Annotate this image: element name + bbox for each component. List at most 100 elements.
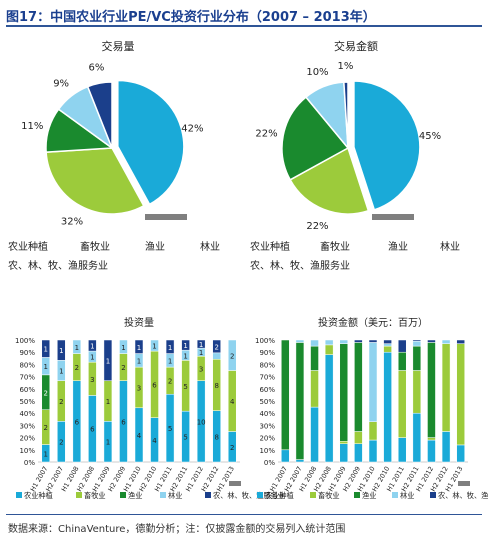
bar-amount-legend-item: 渔业	[362, 491, 376, 500]
bar-amount-segment	[354, 342, 363, 432]
bar-amount-legend-item: 农、林、牧、渔服务业	[438, 491, 488, 500]
pie-volume-legend-item: 农业种植	[8, 240, 48, 253]
bar-volume-legend-item: 农业种植	[24, 491, 53, 500]
bar-volume-ytick: 100%	[15, 337, 35, 345]
pie-amount-slice-label: 22%	[255, 128, 277, 139]
bar-amount-segment	[412, 340, 422, 347]
bar-amount-legend-swatch	[392, 492, 398, 498]
bar-amount-segment	[295, 339, 305, 343]
bar-volume-segment-label: 2	[44, 424, 48, 432]
bar-amount-segment	[324, 344, 334, 355]
title-rule	[6, 25, 482, 27]
bar-volume-segment-label: 1	[137, 357, 141, 365]
pie-amount-slice	[281, 96, 350, 181]
bar-amount-ytick: 90%	[259, 349, 275, 357]
bar-volume-segment-label: 1	[59, 347, 63, 355]
bar-volume-ytick: 0%	[24, 459, 35, 467]
bar-amount-scrollbar	[458, 481, 470, 486]
bar-amount: 投资金额（美元：百万） 0% 10% 20% 30% 40% 50% 60% 70% 80% 90%…	[255, 316, 468, 493]
bar-volume-segment	[57, 339, 66, 361]
pie-amount-slice	[289, 146, 370, 215]
bar-volume-segment-label: 1	[137, 344, 141, 352]
bar-volume-segment	[227, 339, 237, 371]
bar-volume-segment-label: 2	[230, 352, 234, 360]
bar-amount-segment	[310, 406, 319, 463]
bar-volume-segment	[165, 339, 175, 354]
bar-volume-segment-label: 2	[121, 364, 125, 372]
bar-amount-segment	[383, 343, 392, 347]
source-note: 数据来源：ChinaVenture，德勤分析；注：仅披露金额的交易列入统计范围	[8, 524, 346, 535]
bar-volume-segment-label: 2	[214, 343, 218, 351]
bar-amount-segment	[295, 342, 305, 460]
bar-volume-legend-item: 农、林、牧、渔服务业	[213, 491, 285, 500]
bar-amount-segment	[368, 339, 378, 343]
bar-volume-segment-label: 1	[199, 349, 203, 357]
bar-amount-segment	[456, 339, 465, 344]
bar-volume-ytick: 80%	[19, 361, 35, 369]
bar-amount-segment	[427, 439, 436, 463]
bar-amount-segment	[383, 351, 392, 463]
bar-volume-segment-label: 8	[214, 382, 218, 390]
bar-volume-ytick: 60%	[19, 386, 35, 394]
bar-amount-segment	[310, 370, 319, 408]
pie-amount-slice	[353, 80, 421, 211]
bar-volume-segment-label: 1	[44, 346, 48, 354]
bar-volume-segment-label: 3	[199, 365, 203, 373]
pie-volume-slice	[45, 147, 145, 215]
bar-volume-segment-label: 6	[90, 426, 95, 434]
bar-amount-segment	[354, 339, 363, 343]
bar-amount-segment	[412, 339, 422, 342]
bar-amount-segment	[383, 345, 392, 353]
bar-amount-segment	[354, 431, 363, 444]
bar-amount-legend-swatch	[310, 492, 316, 498]
bar-amount-segment	[310, 345, 319, 371]
bar-volume-segment-label: 3	[137, 384, 141, 392]
bar-amount-segment	[412, 345, 422, 371]
bar-volume-legend-swatch	[120, 492, 126, 498]
bar-volume-segment-label: 1	[75, 344, 79, 352]
pie-volume-slice-label: 11%	[21, 121, 43, 132]
bar-amount-segment	[397, 370, 407, 438]
pie-amount-legend-item: 畜牧业	[320, 240, 350, 253]
bar-volume-ytick: 30%	[19, 422, 35, 430]
bar-amount-ytick: 100%	[255, 337, 275, 345]
bar-volume-ytick: 50%	[19, 398, 35, 406]
pie-amount-title: 交易金额	[334, 39, 378, 53]
bar-amount-segment	[324, 354, 334, 463]
bar-volume-ytick: 10%	[19, 447, 35, 455]
bar-amount-legend-item: 农业种植	[265, 491, 294, 500]
bar-volume-segment-label: 1	[183, 342, 187, 350]
bar-volume-segment-label: 1	[44, 450, 48, 458]
bar-amount-ytick: 40%	[259, 410, 275, 418]
bar-volume-legend-swatch	[16, 492, 22, 498]
bar-volume-segment-label: 8	[214, 433, 218, 441]
bar-amount-ytick: 30%	[259, 422, 275, 430]
bar-volume-title: 投资量	[124, 316, 154, 329]
bar-amount-ytick: 50%	[259, 398, 275, 406]
bar-volume-scrollbar	[229, 481, 241, 486]
bar-volume-segment-label: 1	[59, 368, 63, 376]
pie-amount-legend-item: 农、林、牧、渔服务业	[250, 259, 350, 272]
bar-amount-segment	[368, 439, 378, 463]
bar-volume-ytick: 70%	[19, 374, 35, 382]
bar-volume-segment-label: 5	[168, 425, 172, 433]
bar-volume-segment-label: 1	[106, 439, 110, 447]
bar-amount-segment	[368, 342, 378, 422]
bar-volume-segment-label: 2	[168, 378, 172, 386]
bar-volume-segment-label: 1	[121, 344, 125, 352]
bar-volume-segment-label: 1	[106, 357, 110, 365]
pie-volume-slice-label: 32%	[61, 217, 83, 228]
bar-volume-segment-label: 2	[59, 439, 63, 447]
bar-volume-segment-label: 3	[90, 376, 94, 384]
pie-amount-slice-label: 10%	[306, 67, 328, 78]
pie-volume: 42% 32% 11% 9% 6%	[21, 62, 203, 227]
bar-amount-segment	[397, 351, 407, 371]
bar-amount-segment	[427, 342, 436, 438]
source-rule	[6, 514, 482, 515]
bar-volume-segment-label: 2	[75, 364, 79, 372]
bar-amount-segment	[281, 339, 290, 451]
bar-amount-ytick: 60%	[259, 386, 275, 394]
bar-volume-segment-label: 1	[168, 357, 172, 365]
pie-volume-slice	[86, 81, 113, 149]
bar-volume-segment-label: 5	[183, 434, 187, 442]
